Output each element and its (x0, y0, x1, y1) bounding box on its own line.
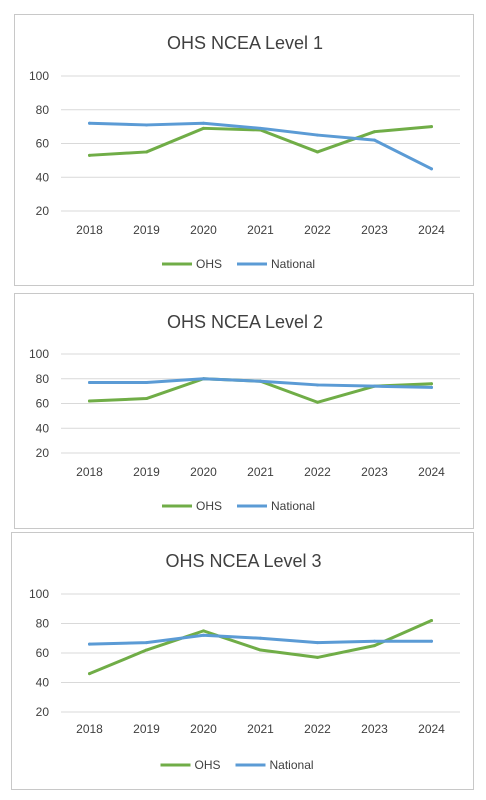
data-point-national (202, 121, 205, 125)
data-point-ohs (202, 629, 205, 633)
y-tick-label: 40 (36, 421, 50, 435)
data-point-ohs (145, 150, 148, 154)
x-tick-label: 2019 (133, 722, 160, 736)
x-tick-label: 2024 (418, 223, 445, 237)
data-point-national (88, 380, 91, 384)
data-point-national (373, 138, 376, 142)
x-tick-label: 2021 (247, 223, 274, 237)
x-tick-label: 2018 (76, 223, 103, 237)
chart-title: OHS NCEA Level 2 (167, 312, 323, 332)
data-point-ohs (88, 672, 91, 676)
data-point-national (259, 636, 262, 640)
x-tick-label: 2024 (418, 722, 445, 736)
x-tick-label: 2019 (133, 223, 160, 237)
y-tick-label: 20 (36, 705, 50, 719)
data-point-ohs (316, 655, 319, 659)
y-tick-label: 80 (36, 103, 50, 117)
series-ohs-group (88, 619, 433, 676)
x-tick-label: 2019 (133, 465, 160, 479)
data-point-national (259, 379, 262, 383)
x-tick-label: 2018 (76, 465, 103, 479)
legend: OHS National (160, 758, 314, 772)
legend: OHS National (162, 257, 315, 271)
data-point-ohs (145, 648, 148, 652)
data-point-national (88, 642, 91, 646)
data-point-national (259, 126, 262, 130)
x-tick-label: 2023 (361, 722, 388, 736)
y-tick-label: 60 (36, 646, 50, 660)
legend-label-ohs: OHS (195, 758, 221, 772)
series-national-group (88, 633, 433, 646)
chart-panel-level-3: OHS NCEA Level 3 20 40 60 80 100 2018 2019 2020 2… (11, 532, 474, 790)
x-tick-label: 2021 (247, 465, 274, 479)
chart-title: OHS NCEA Level 3 (165, 551, 321, 571)
y-tick-label: 80 (36, 617, 50, 631)
series-national-group (88, 121, 433, 171)
data-point-ohs (202, 126, 205, 130)
data-point-national (373, 384, 376, 388)
data-point-ohs (373, 644, 376, 648)
data-point-national (430, 167, 433, 171)
chart-panel-level-2: OHS NCEA Level 2 20 40 60 80 100 2018 2019 2020 2… (14, 293, 474, 529)
y-tick-label: 40 (36, 170, 50, 184)
x-tick-label: 2024 (418, 465, 445, 479)
data-point-ohs (373, 130, 376, 134)
x-tick-label: 2022 (304, 465, 331, 479)
y-tick-label: 60 (36, 397, 50, 411)
x-tick-label: 2020 (190, 722, 217, 736)
y-tick-label: 60 (36, 137, 50, 151)
y-tick-label: 100 (29, 587, 49, 601)
chart-panel-level-1: OHS NCEA Level 1 20 40 60 80 100 2018 2019 2020 2… (14, 14, 474, 286)
legend: OHS National (162, 499, 315, 513)
data-point-ohs (145, 397, 148, 401)
legend-label-national: National (271, 257, 315, 271)
data-point-national (430, 385, 433, 389)
legend-label-ohs: OHS (196, 257, 222, 271)
data-point-ohs (316, 400, 319, 404)
data-point-national (316, 383, 319, 387)
x-tick-label: 2020 (190, 465, 217, 479)
data-point-national (316, 641, 319, 645)
line-chart-level-2: OHS NCEA Level 2 20 40 60 80 100 2018 2019 2020 2… (29, 312, 460, 513)
data-point-national (88, 121, 91, 125)
series-national-group (88, 377, 433, 389)
legend-label-national: National (270, 758, 314, 772)
data-point-ohs (88, 153, 91, 157)
data-point-national (202, 377, 205, 381)
data-point-ohs (430, 382, 433, 386)
data-point-national (202, 633, 205, 637)
x-tick-label: 2023 (361, 465, 388, 479)
legend-label-national: National (271, 499, 315, 513)
x-tick-label: 2023 (361, 223, 388, 237)
series-ohs-group (88, 125, 433, 157)
y-tick-label: 100 (29, 347, 49, 361)
data-point-national (145, 123, 148, 127)
x-tick-label: 2020 (190, 223, 217, 237)
y-tick-label: 20 (36, 204, 50, 218)
chart-title: OHS NCEA Level 1 (167, 33, 323, 53)
line-chart-level-3: OHS NCEA Level 3 20 40 60 80 100 2018 2019 2020 2… (29, 551, 460, 772)
x-tick-label: 2021 (247, 722, 274, 736)
x-tick-label: 2022 (304, 722, 331, 736)
x-tick-label: 2018 (76, 722, 103, 736)
data-point-national (373, 639, 376, 643)
data-point-national (430, 639, 433, 643)
y-tick-label: 40 (36, 676, 50, 690)
data-point-national (145, 641, 148, 645)
data-point-ohs (316, 150, 319, 154)
data-point-national (316, 133, 319, 137)
line-chart-level-1: OHS NCEA Level 1 20 40 60 80 100 2018 2019 2020 2… (29, 33, 460, 271)
data-point-ohs (430, 619, 433, 623)
series-line-ohs (88, 619, 433, 676)
y-tick-label: 20 (36, 446, 50, 460)
x-tick-label: 2022 (304, 223, 331, 237)
data-point-ohs (88, 399, 91, 403)
data-point-ohs (430, 125, 433, 129)
y-tick-label: 80 (36, 372, 50, 386)
data-point-national (145, 380, 148, 384)
data-point-ohs (259, 648, 262, 652)
legend-label-ohs: OHS (196, 499, 222, 513)
y-tick-label: 100 (29, 69, 49, 83)
